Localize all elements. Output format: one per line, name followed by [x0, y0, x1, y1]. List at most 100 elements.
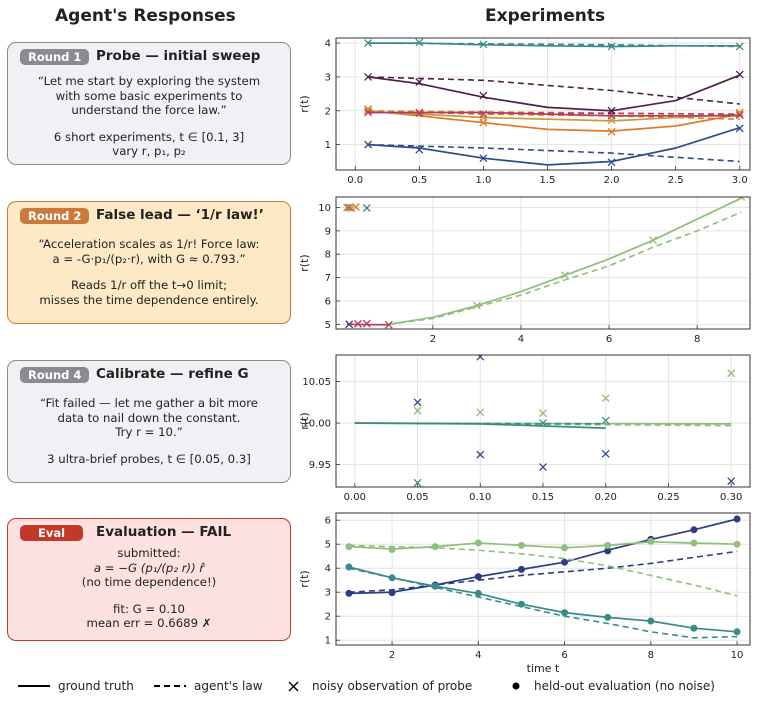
evaluation-dot [431, 543, 439, 551]
x-tick-label: 0.05 [406, 492, 428, 503]
agent-law-line [348, 544, 738, 597]
evaluation-dot [517, 541, 525, 549]
observation-marker [476, 355, 485, 361]
card-body: “Acceleration scales as 1/r! Force law: … [8, 237, 290, 307]
evaluation-dot [604, 613, 612, 621]
card-line: mean err = 0.6689 ✗ [86, 616, 212, 630]
evaluation-dot [388, 589, 396, 597]
card-line: data to nail down the constant. [57, 410, 241, 425]
x-tick-label: 0.20 [595, 492, 617, 503]
observation-marker [415, 145, 424, 154]
observation-marker [413, 398, 422, 407]
plot-area [345, 515, 741, 639]
y-tick-label: 10.00 [302, 419, 331, 430]
observation-marker [354, 319, 362, 328]
x-tick-label: 0.25 [657, 492, 679, 503]
observation-marker [479, 113, 488, 122]
observation-marker [472, 301, 481, 310]
x-tick-label: 2 [389, 650, 395, 661]
x-tick-label: 0.00 [344, 492, 366, 503]
legend-agent-law: agent's law [152, 679, 263, 693]
y-axis-label: r(t) [298, 254, 311, 271]
observation-marker [727, 369, 736, 378]
y-tick-label: 5 [325, 320, 331, 331]
legend-noisy: noisy observation of probe [286, 679, 472, 693]
cross-marker-icon [288, 681, 299, 692]
observation-marker [479, 110, 488, 119]
card-title: False lead — ‘1/r law!’ [96, 207, 264, 223]
chart-panel-1: 0.0 0.5 1.0 1.5 2.0 2.5 3.0 1 2 3 4 r(t) [298, 37, 751, 186]
evaluation-dot [345, 543, 353, 551]
evaluation-dot [604, 541, 612, 549]
y-tick-label: 1 [325, 140, 331, 151]
plot-area [343, 197, 746, 329]
y-tick-label: 2 [325, 612, 331, 623]
card-line: Try r = 10.” [115, 425, 183, 439]
x-tick-label: 4 [518, 334, 524, 345]
chart-panel-2: 2 4 6 8 5 6 7 8 9 10 r(t) [298, 196, 751, 345]
y-tick-label: 10 [318, 203, 331, 214]
ground-truth-line [367, 74, 741, 112]
observation-marker [345, 203, 354, 212]
ground-truth-line [348, 566, 738, 633]
evaluation-dot [733, 628, 741, 636]
card-round-2: Round 2 False lead — ‘1/r law!’ “Acceler… [7, 201, 291, 324]
x-axis-label: time t [527, 662, 560, 675]
y-tick-label: 5 [325, 540, 331, 551]
card-line: 3 ultra-brief probes, t ∈ [0.05, 0.3] [47, 451, 251, 466]
observation-marker [476, 450, 485, 459]
card-line: “Let me start by exploring the system [37, 74, 261, 88]
y-tick-label: 4 [325, 564, 331, 575]
right-column-header: Experiments [485, 6, 606, 26]
observation-marker [413, 478, 422, 487]
y-axis-label: r(t) [298, 95, 311, 112]
card-badge: Eval [20, 525, 84, 541]
observation-marker [364, 72, 373, 81]
x-tick-label: 3.0 [732, 175, 748, 186]
card-line: misses the time dependence entirely. [39, 292, 259, 307]
evaluation-dot [388, 574, 396, 582]
ground-truth-line [348, 540, 738, 550]
legend-ground-truth: ground truth [16, 679, 134, 693]
card-badge: Round 1 [20, 49, 90, 65]
ground-truth-line [367, 126, 740, 166]
card-body: submitted: a = −G (p₁/(p₂ r)) r̂ (no tim… [8, 546, 290, 631]
plot-frame [335, 196, 751, 330]
ground-truth-line [367, 110, 740, 122]
evaluation-dot [733, 515, 741, 523]
card-round-4: Round 4 Calibrate — refine G “Fit failed… [7, 360, 291, 483]
ground-truth-line [367, 109, 740, 132]
evaluation-dot [690, 624, 698, 632]
evaluation-dot [431, 582, 439, 590]
observation-marker [351, 203, 360, 212]
x-tick-label: 1.0 [475, 175, 491, 186]
x-tick-label: 0.10 [469, 492, 491, 503]
card-body: “Let me start by exploring the system wi… [8, 74, 290, 159]
observation-marker [415, 109, 424, 118]
card-line: 6 short experiments, t ∈ [0.1, 3] [53, 129, 245, 144]
legend-label: agent's law [194, 679, 263, 693]
y-tick-label: 3 [325, 588, 331, 599]
y-tick-label: 6 [325, 296, 331, 307]
card-line: a = -G·p₁/(p₂·r), with G ≈ 0.793.” [52, 251, 246, 266]
card-line: submitted: [117, 546, 181, 560]
legend: ground truth agent's law noisy observati… [0, 675, 765, 699]
y-tick-label: 4 [325, 39, 331, 50]
legend-label: held-out evaluation (no noise) [534, 679, 715, 693]
chart-panel-3: 0.00 0.05 0.10 0.15 0.20 0.25 0.30 9.95 10.00 10.… [298, 354, 751, 503]
solid-line-icon [18, 685, 50, 687]
evaluation-dot [647, 617, 655, 625]
y-tick-label: 7 [325, 273, 331, 284]
card-title: Evaluation — FAIL [96, 524, 232, 540]
evaluation-dot [690, 526, 698, 534]
observation-marker [539, 419, 547, 428]
observation-marker [727, 477, 736, 486]
evaluation-dot [345, 589, 353, 597]
card-line: with some basic experiments to [55, 88, 243, 103]
legend-label: noisy observation of probe [312, 679, 473, 693]
observation-marker [737, 197, 746, 201]
evaluation-dot [561, 558, 569, 566]
observation-marker [364, 39, 373, 48]
observation-marker [735, 124, 744, 133]
card-line: a = −G (p₁/(p₂ r)) r̂ [93, 560, 205, 575]
